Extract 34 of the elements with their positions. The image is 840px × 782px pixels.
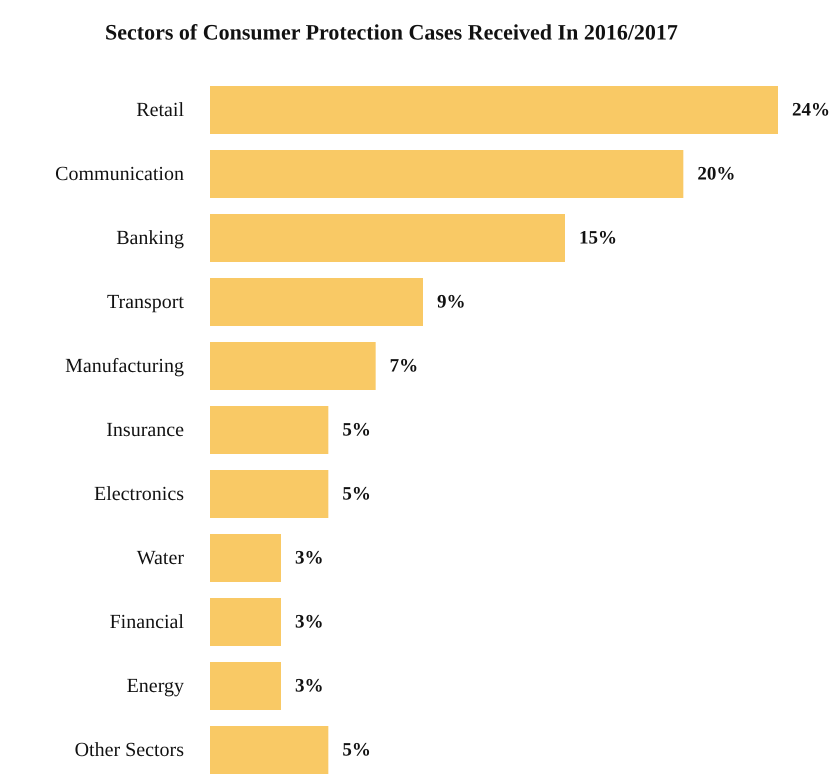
data-label: 20% <box>697 164 736 184</box>
data-label: 3% <box>295 548 324 568</box>
data-label: 15% <box>579 228 617 248</box>
y-tick-label: Financial <box>110 611 184 633</box>
y-tick-label: Banking <box>116 227 184 249</box>
data-label: 3% <box>295 676 324 696</box>
y-tick-label: Insurance <box>106 419 184 441</box>
bar <box>210 662 281 710</box>
y-tick-label: Electronics <box>94 483 184 505</box>
bar <box>210 278 423 326</box>
y-tick-label: Transport <box>106 291 184 313</box>
data-label: 7% <box>390 356 418 376</box>
data-label: 9% <box>437 292 466 312</box>
y-tick-label: Retail <box>136 99 184 121</box>
data-label: 3% <box>295 612 324 632</box>
bar <box>210 406 328 454</box>
y-tick-label: Communication <box>55 163 184 185</box>
chart-title: Sectors of Consumer Protection Cases Received In 2016/2017 <box>105 20 678 44</box>
bar <box>210 726 328 774</box>
y-tick-label: Manufacturing <box>65 355 184 377</box>
data-label: 5% <box>342 740 371 760</box>
bar <box>210 86 778 134</box>
bar <box>210 342 376 390</box>
bar <box>210 534 281 582</box>
data-label: 5% <box>342 420 371 440</box>
y-tick-label: Energy <box>126 675 184 697</box>
bar <box>210 150 684 198</box>
bar <box>210 470 328 518</box>
data-label: 5% <box>342 484 371 504</box>
bar <box>210 214 565 262</box>
y-tick-label: Water <box>136 547 184 569</box>
bar <box>210 598 281 646</box>
data-label: 24% <box>792 100 830 120</box>
y-tick-label: Other Sectors <box>74 739 184 761</box>
